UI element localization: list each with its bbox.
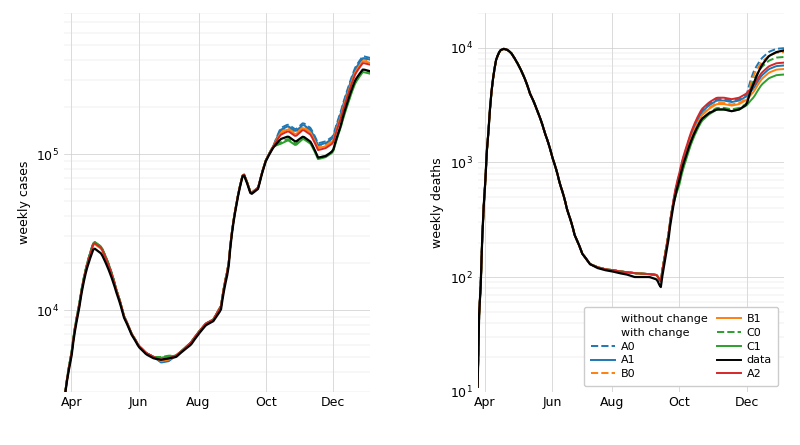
Legend: without change, with change, A0, A1, B0, B1, C0, C1, data, A2: without change, with change, A0, A1, B0,… (584, 307, 778, 386)
Y-axis label: weekly cases: weekly cases (18, 161, 30, 244)
Y-axis label: weekly deaths: weekly deaths (431, 157, 444, 248)
